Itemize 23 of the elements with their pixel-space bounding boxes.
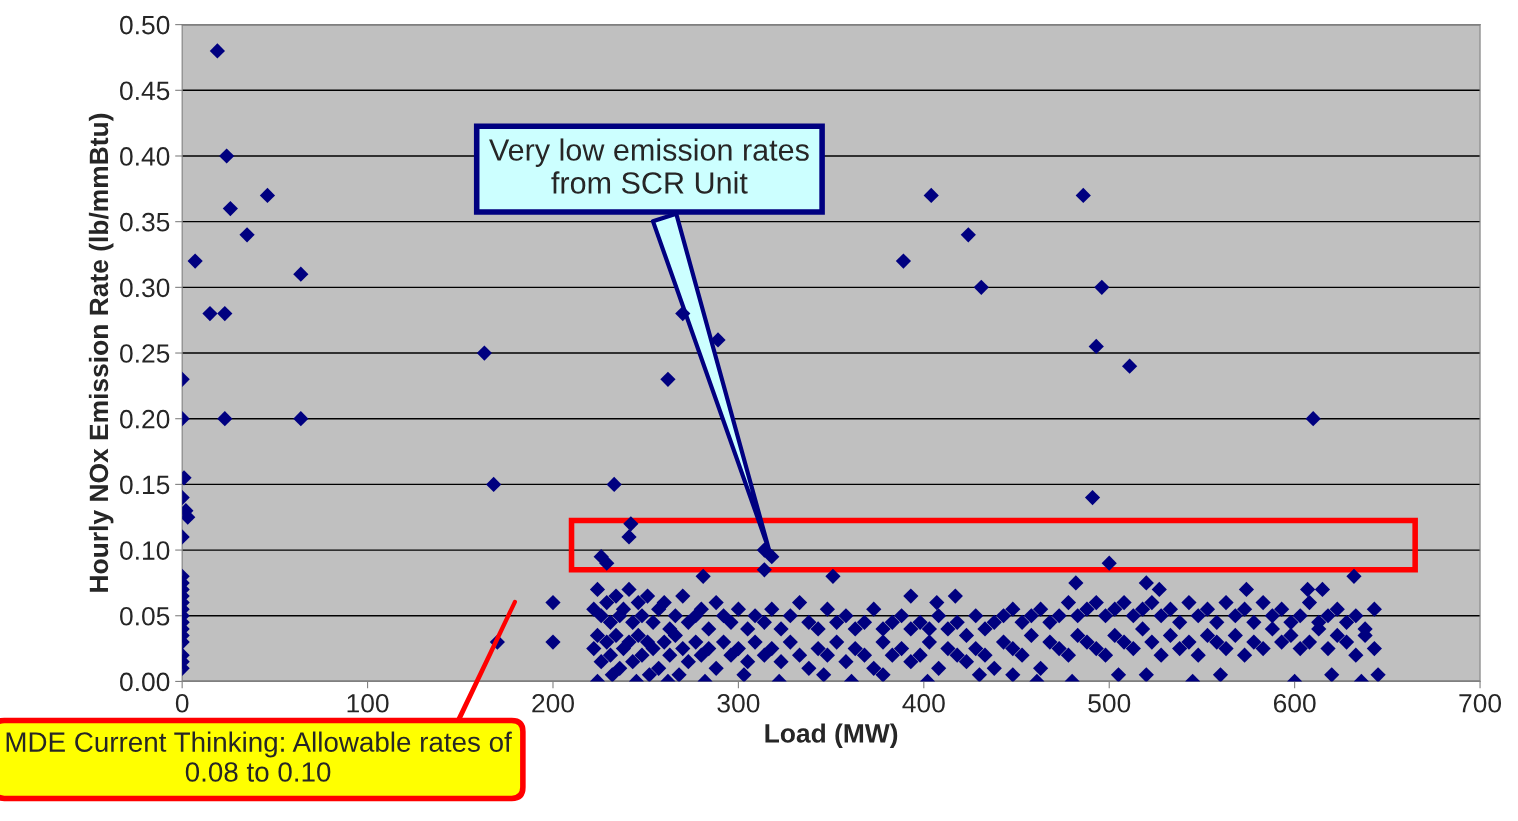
y-tick-label: 0.40: [120, 147, 170, 166]
x-tick-label: 0: [175, 693, 189, 713]
y-tick-label: 0.20: [120, 409, 170, 429]
y-tick-label: 0.25: [120, 344, 170, 363]
y-tick-label: 0.30: [120, 278, 170, 298]
x-tick-label: 300: [717, 693, 760, 713]
y-tick-label: 0.35: [120, 212, 170, 232]
annotation: Very low emission rates from SCR Unit: [489, 138, 809, 194]
y-tick-label: 0.50: [120, 15, 170, 35]
x-tick-label: 700: [1459, 693, 1502, 713]
y-tick-label: 0.05: [120, 606, 170, 626]
x-axis-title: Load (MW): [765, 723, 898, 748]
y-axis-title: Hourly NOx Emission Rate (lb/mmBtu): [88, 113, 114, 592]
y-tick-label: 0.10: [120, 541, 170, 560]
x-tick-label: 500: [1088, 693, 1131, 713]
text: MDE Current Thinking: Allowable rates of 0.08 to 0.10: [6, 731, 512, 782]
y-tick-label: 0.15: [120, 475, 170, 495]
x-tick-label: 100: [347, 693, 389, 713]
x-tick-label: 200: [532, 693, 574, 713]
y-tick-label: 0.00: [120, 672, 170, 692]
x-tick-label: 600: [1273, 693, 1316, 713]
x-tick-label: 400: [902, 693, 945, 713]
y-tick-label: 0.45: [120, 81, 170, 101]
